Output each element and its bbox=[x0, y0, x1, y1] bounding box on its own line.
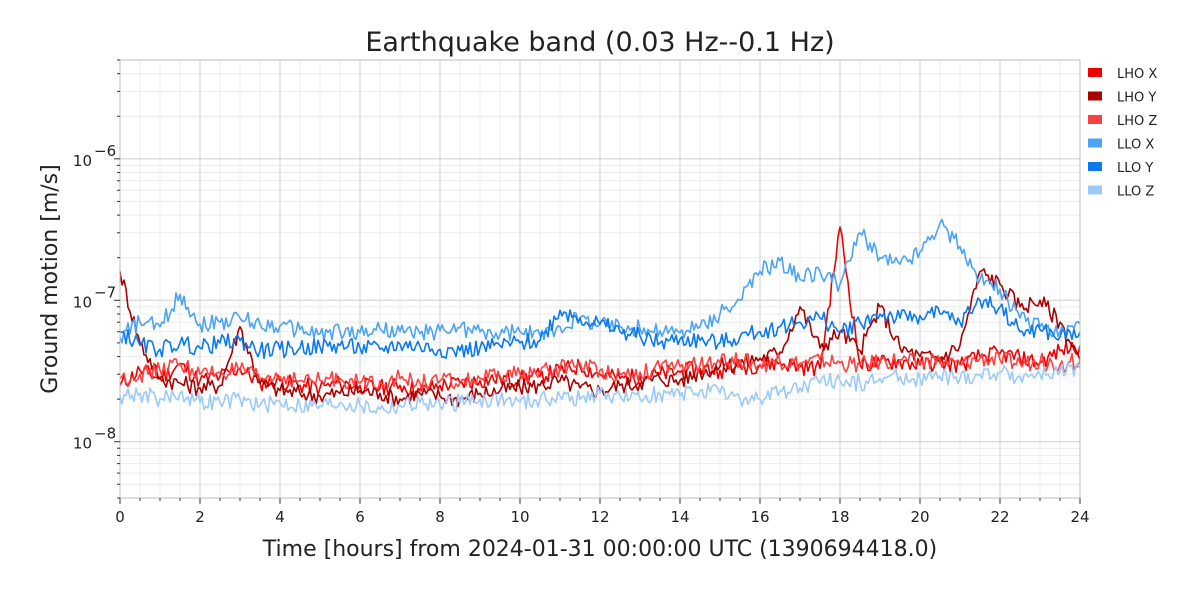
x-tick-label: 14 bbox=[670, 508, 689, 526]
series-line-lho-x bbox=[119, 226, 1081, 398]
series-layer bbox=[119, 218, 1081, 415]
x-tick-label: 24 bbox=[1070, 508, 1089, 526]
y-tick-label: 10 bbox=[73, 152, 92, 170]
legend-label-lho-y: LHO Y bbox=[1117, 91, 1156, 106]
series-line-llo-y bbox=[119, 295, 1081, 360]
y-axis: 10−810−710−6 bbox=[73, 59, 120, 499]
series-line-llo-z bbox=[119, 361, 1081, 415]
x-tick-label: 10 bbox=[510, 508, 529, 526]
legend-label-lho-x: LHO X bbox=[1117, 67, 1157, 82]
legend-label-llo-z: LLO Z bbox=[1117, 185, 1154, 200]
x-tick-label: 2 bbox=[195, 508, 205, 526]
legend-swatch-lho-y bbox=[1088, 91, 1102, 101]
legend-swatch-llo-x bbox=[1088, 138, 1102, 148]
x-tick-label: 12 bbox=[590, 508, 609, 526]
legend-swatch-lho-x bbox=[1088, 68, 1102, 77]
series-line-lho-y bbox=[119, 267, 1081, 408]
x-tick-label: 6 bbox=[355, 508, 365, 526]
y-tick-exponent: −7 bbox=[94, 283, 116, 301]
y-tick-exponent: −6 bbox=[94, 142, 116, 160]
y-tick-exponent: −8 bbox=[94, 425, 116, 443]
x-tick-label: 18 bbox=[830, 508, 849, 526]
x-axis-label: Time [hours] from 2024-01-31 00:00:00 UT… bbox=[262, 537, 937, 562]
legend-label-llo-y: LLO Y bbox=[1117, 161, 1153, 176]
grid-major bbox=[120, 60, 1080, 498]
chart-title: Earthquake band (0.03 Hz--0.1 Hz) bbox=[365, 27, 834, 58]
y-tick-label: 10 bbox=[73, 293, 92, 311]
x-tick-label: 8 bbox=[435, 508, 445, 526]
series-line-lho-z bbox=[119, 351, 1081, 392]
legend-swatch-llo-z bbox=[1088, 185, 1102, 195]
legend-label-lho-z: LHO Z bbox=[1117, 114, 1157, 129]
legend-swatch-lho-z bbox=[1088, 115, 1102, 124]
legend-label-llo-x: LLO X bbox=[1117, 138, 1154, 153]
x-tick-label: 4 bbox=[275, 508, 285, 526]
x-axis: 0 2 4 6 8 10 12 14 16 18 20 22 24 bbox=[115, 498, 1090, 526]
y-tick-label: 10 bbox=[73, 435, 92, 453]
legend-swatch-llo-y bbox=[1088, 162, 1102, 171]
x-tick-label: 16 bbox=[750, 508, 769, 526]
y-axis-label: Ground motion [m/s] bbox=[38, 164, 63, 393]
legend: LHO X LHO Y LHO Z LLO X LLO Y LLO Z bbox=[1088, 67, 1157, 200]
x-tick-label: 20 bbox=[910, 508, 929, 526]
x-tick-label: 22 bbox=[990, 508, 1009, 526]
x-tick-label: 0 bbox=[115, 508, 125, 526]
